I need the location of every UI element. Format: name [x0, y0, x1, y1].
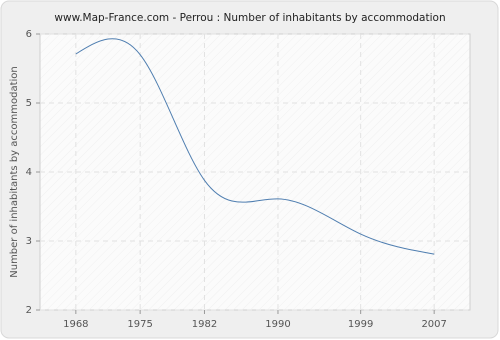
- y-tick-label: 3: [26, 236, 32, 247]
- x-tick-label: 1975: [127, 319, 152, 330]
- x-tick-label: 1968: [63, 319, 88, 330]
- line: [75, 38, 435, 255]
- chart-title: www.Map-France.com - Perrou : Number of …: [54, 12, 445, 24]
- x-tick-label: 2007: [421, 319, 446, 330]
- y-tick-label: 2: [26, 305, 32, 316]
- y-tick-label: 6: [26, 29, 32, 40]
- plot-area: [39, 33, 471, 311]
- x-tick-label: 1990: [265, 319, 290, 330]
- x-tick-label: 1982: [192, 319, 217, 330]
- y-axis-label: Number of inhabitants by accommodation: [9, 66, 20, 278]
- y-tick-label: 5: [26, 98, 32, 109]
- y-tick-label: 4: [26, 167, 32, 178]
- x-tick-label: 1999: [348, 319, 373, 330]
